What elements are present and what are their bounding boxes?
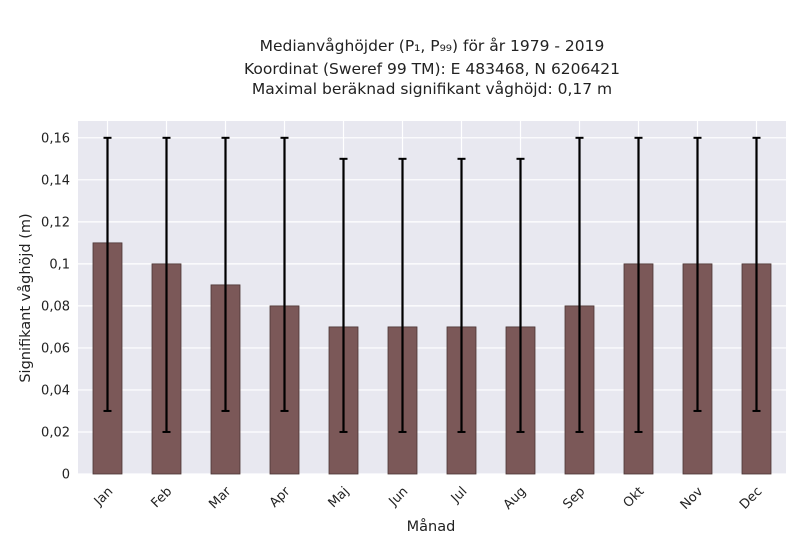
- plot-area: [78, 121, 786, 474]
- y-tick-label: 0,14: [41, 173, 70, 188]
- y-axis-ticks: 0 0,02 0,04 0,06 0,08 0,1 0,12 0,14 0,16: [41, 131, 70, 482]
- y-tick-label: 0,02: [41, 425, 70, 440]
- chart-title-line-1: Medianvåghöjder (P₁, P₉₉) för år 1979 - …: [260, 37, 605, 55]
- error-bar-sep: [575, 136, 584, 433]
- error-bar-feb: [162, 136, 171, 433]
- error-bar-jul: [457, 157, 466, 433]
- y-tick-label: 0,06: [41, 341, 70, 356]
- error-bar-dec: [752, 136, 761, 412]
- y-tick-label: 0,16: [41, 131, 70, 146]
- x-tick-label: Dec: [737, 484, 765, 512]
- x-tick-label: Nov: [678, 484, 707, 513]
- x-tick-label: Jun: [386, 484, 412, 510]
- error-bar-apr: [280, 136, 289, 412]
- x-axis-label: Månad: [407, 518, 456, 535]
- y-axis-label: Signifikant våghöjd (m): [17, 213, 34, 382]
- y-tick-label: 0: [62, 468, 70, 483]
- x-tick-label: Okt: [621, 484, 648, 511]
- x-axis-ticks: Jan Feb Mar Apr Maj Jun Jul Aug Sep Okt Nov Dec: [91, 484, 765, 513]
- x-tick-label: Apr: [267, 484, 294, 511]
- chart-title-line-3: Maximal beräknad signifikant våghöjd: 0,…: [252, 80, 612, 98]
- error-bar-nov: [693, 136, 702, 412]
- x-tick-label: Feb: [148, 484, 175, 511]
- error-bar-jan: [103, 136, 112, 412]
- x-tick-label: Jan: [91, 484, 116, 509]
- error-bars: [103, 136, 761, 433]
- y-tick-label: 0,08: [41, 299, 70, 314]
- y-tick-label: 0,12: [41, 215, 70, 230]
- x-tick-label: Maj: [326, 484, 353, 511]
- x-tick-label: Aug: [501, 484, 530, 513]
- chart-title-line-2: Koordinat (Sweref 99 TM): E 483468, N 62…: [244, 60, 620, 78]
- error-bar-aug: [516, 157, 525, 433]
- y-tick-label: 0,1: [49, 257, 70, 272]
- error-bar-mar: [221, 136, 230, 412]
- y-tick-label: 0,04: [41, 383, 70, 398]
- error-bar-jun: [398, 157, 407, 433]
- x-tick-label: Jul: [448, 484, 470, 506]
- x-tick-label: Mar: [206, 484, 234, 512]
- x-tick-label: Sep: [560, 484, 588, 512]
- error-bar-maj: [339, 157, 348, 433]
- error-bar-okt: [634, 136, 643, 433]
